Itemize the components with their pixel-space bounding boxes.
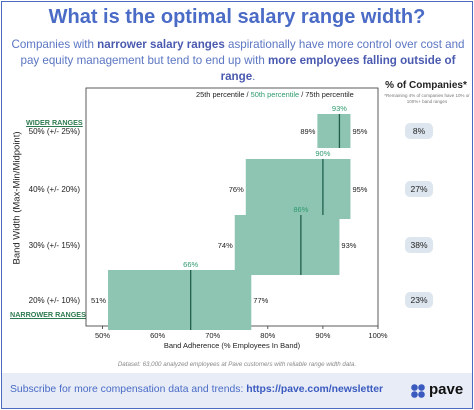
pave-logo-word: pave [429,381,464,398]
newsletter-link[interactable]: https://pave.com/newsletter [246,384,384,395]
legend-p75: / 75th percentile [299,90,354,99]
footer-label: Subscribe for more compensation data and… [10,384,247,395]
p75-label: 77% [253,296,268,305]
median-label: 66% [183,260,198,269]
dataset-note: Dataset: 63,000 analyzed employees at Pa… [117,361,357,368]
subtitle-emphasis-1: narrower salary ranges [97,38,225,51]
companies-pct-badge: 38% [405,237,433,253]
p75-label: 93% [341,241,356,250]
iqr-box [234,215,340,275]
percentile-legend: 25th percentile / 50th percentile / 75th… [196,90,354,99]
x-tick-label: 100% [368,331,388,340]
iqr-box [245,159,351,219]
category-label: 40% (+/- 20%) [29,185,81,194]
iqr-box [317,114,351,148]
x-tick-label: 90% [315,331,330,340]
pave-logo-icon [411,384,425,398]
companies-pct-badge: 8% [405,123,433,139]
x-axis-title: Band Adherence (% Employees In Band) [164,341,301,350]
legend-p25: 25th percentile / [196,90,251,99]
x-tick-label: 70% [205,331,220,340]
subtitle-part-1: Companies with [11,38,98,51]
category-label: 50% (+/- 25%) [29,127,81,136]
companies-pct-badge: 27% [405,181,433,197]
p25-label: 89% [300,127,315,136]
median-label: 86% [293,205,308,214]
category-label: 20% (+/- 10%) [29,296,81,305]
p75-label: 95% [352,185,367,194]
page-title: What is the optimal salary range width? [48,6,426,28]
x-axis-ticks: 50% 60% 70% 80% 90% 100% [95,326,388,340]
companies-column-note: *Remaining 4% of companies have 10% or 1… [384,93,470,104]
subtitle-emphasis-2: more employees falling outside of range [220,54,456,83]
category-labels: 50% (+/- 25%) 40% (+/- 20%) 30% (+/- 15%) 2… [29,127,81,305]
p25-label: 76% [229,185,244,194]
category-label: 30% (+/- 15%) [29,241,81,250]
subtitle-part-2: aspirationally have more control over co… [20,38,465,67]
companies-pct-badge: 23% [405,292,433,308]
wider-ranges-tag: WIDER RANGES [26,118,83,127]
x-tick-label: 50% [95,331,110,340]
legend-p50: 50th percentile [250,90,300,99]
p25-label: 74% [218,241,233,250]
footer-bar: Subscribe for more compensation data and… [2,373,472,408]
narrower-ranges-tag: NARROWER RANGES [10,310,86,319]
subtitle: Companies with narrower salary ranges as… [8,37,468,85]
p75-label: 95% [352,127,367,136]
box-marks: 89% 95% 93% 76% 95% 90% 74% 93% 86% 51% 77% 66% [91,104,368,330]
x-tick-label: 80% [260,331,275,340]
pave-logo: pave [410,381,470,400]
subtitle-part-3: . [252,70,256,83]
median-label: 90% [315,149,330,158]
footer-text: Subscribe for more compensation data and… [10,384,383,395]
companies-column-header: % of Companies* [385,80,467,91]
p25-label: 51% [91,296,106,305]
iqr-box [108,270,252,330]
median-label: 93% [332,104,347,113]
x-tick-label: 60% [150,331,165,340]
